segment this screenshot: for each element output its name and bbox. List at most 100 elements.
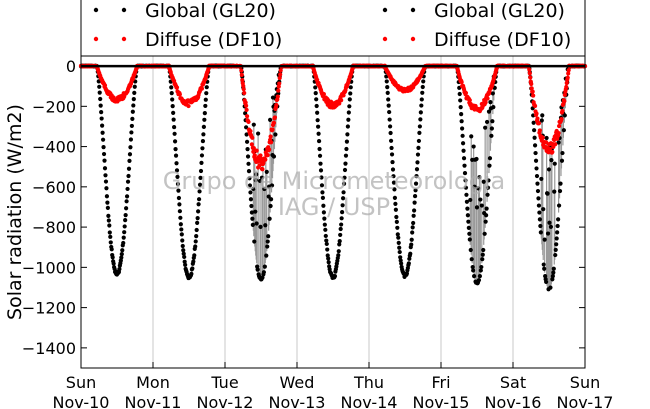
- global-point: [106, 213, 111, 218]
- global-point: [551, 266, 556, 271]
- global-point: [107, 230, 112, 235]
- global-point: [246, 161, 251, 166]
- diffuse-point: [251, 149, 256, 154]
- global-point: [554, 242, 559, 247]
- global-point: [468, 247, 473, 253]
- diffuse-point: [267, 147, 272, 152]
- global-point: [273, 132, 278, 137]
- global-point: [458, 98, 463, 103]
- x-tick-label-day: Fri: [431, 373, 450, 392]
- global-point: [266, 234, 271, 239]
- global-point: [539, 118, 544, 123]
- x-tick-label-date: Nov-16: [485, 393, 542, 409]
- diffuse-point: [268, 140, 274, 145]
- global-point: [419, 97, 424, 102]
- watermark-line-1: Grupo de Micrometeorologia: [163, 167, 505, 195]
- global-point: [198, 175, 203, 180]
- global-point: [490, 119, 495, 124]
- global-point: [181, 251, 186, 256]
- global-point: [550, 277, 555, 282]
- global-point: [410, 230, 415, 235]
- global-point: [534, 173, 540, 179]
- global-point: [489, 126, 494, 131]
- global-point: [196, 209, 201, 214]
- global-point: [531, 120, 536, 125]
- global-point: [412, 200, 417, 205]
- diffuse-point: [528, 75, 533, 80]
- global-point: [177, 202, 182, 207]
- diffuse-point: [271, 120, 277, 126]
- global-point: [173, 147, 178, 152]
- global-point: [332, 274, 338, 279]
- diffuse-point: [241, 83, 246, 89]
- global-point: [542, 237, 547, 242]
- global-point: [480, 252, 485, 257]
- global-point: [556, 140, 561, 145]
- global-point: [340, 196, 346, 201]
- global-point: [480, 257, 485, 262]
- global-point: [535, 181, 540, 186]
- global-point: [552, 161, 557, 166]
- global-point: [458, 105, 463, 110]
- diffuse-point: [562, 92, 567, 97]
- diffuse-point: [239, 72, 244, 78]
- global-point: [182, 254, 187, 260]
- global-point: [110, 255, 115, 260]
- legend: Global (GL20) Diffuse (DF10) Global (GL2…: [80, 0, 586, 57]
- global-point: [313, 85, 318, 90]
- global-point: [385, 90, 390, 95]
- global-point: [459, 119, 464, 124]
- global-point: [169, 91, 174, 96]
- global-point: [98, 96, 103, 102]
- global-point: [119, 251, 124, 257]
- global-point: [558, 181, 563, 186]
- x-tick-label-date: Nov-14: [341, 393, 398, 409]
- diffuse-point: [532, 103, 538, 109]
- global-point: [540, 113, 545, 118]
- global-point: [262, 186, 267, 192]
- global-point: [386, 103, 391, 108]
- global-point: [261, 270, 266, 275]
- global-point: [418, 110, 423, 115]
- global-point: [477, 273, 482, 279]
- global-point: [491, 105, 496, 110]
- x-tick-label-day: Sat: [500, 373, 526, 392]
- x-tick-label-date: Nov-15: [413, 393, 470, 409]
- global-point: [265, 244, 270, 249]
- global-point: [408, 251, 413, 256]
- global-point: [172, 139, 178, 144]
- global-point: [200, 146, 205, 151]
- watermark-line-2: IAG / USP: [278, 193, 390, 221]
- global-point: [341, 181, 347, 186]
- global-point: [542, 266, 547, 271]
- global-point: [249, 203, 254, 209]
- global-point: [196, 197, 202, 202]
- global-point: [268, 197, 274, 202]
- global-point: [199, 153, 205, 158]
- global-point: [347, 97, 352, 102]
- global-point: [271, 154, 277, 159]
- global-point: [342, 175, 347, 180]
- global-point: [460, 133, 465, 138]
- global-point: [481, 179, 486, 184]
- diffuse-point: [268, 134, 273, 139]
- global-point: [393, 207, 398, 212]
- global-point: [131, 97, 136, 102]
- y-tick-label: −1000: [22, 258, 76, 277]
- global-point: [486, 109, 492, 114]
- global-point: [409, 237, 414, 242]
- global-point: [321, 210, 326, 215]
- global-point: [107, 223, 112, 228]
- diffuse-point: [556, 123, 562, 129]
- global-point: [129, 123, 134, 129]
- global-point: [202, 117, 207, 122]
- diffuse-point: [564, 84, 569, 90]
- global-point: [533, 150, 538, 156]
- diffuse-point: [246, 119, 251, 125]
- diffuse-point: [240, 77, 245, 83]
- global-point: [562, 113, 567, 118]
- global-point: [538, 223, 543, 229]
- diffuse-point: [339, 98, 344, 103]
- global-point: [169, 85, 174, 90]
- global-point: [399, 261, 404, 266]
